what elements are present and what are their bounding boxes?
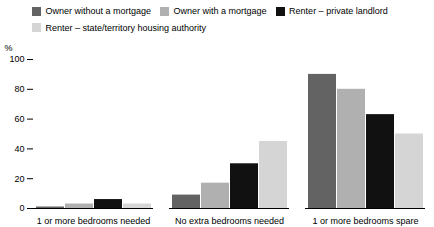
svg-text:%: % [5, 42, 13, 52]
html-text:Owner without a mortgage: Owner without a mortgage [45, 6, 152, 17]
svg-text:0: 0 [19, 203, 24, 213]
html-text:Owner with a mortgage: Owner with a mortgage [173, 6, 267, 17]
svg-text:1 or more bedrooms needed: 1 or more bedrooms needed [37, 215, 151, 225]
html-text:Renter – private landlord: Renter – private landlord [289, 6, 388, 17]
svg-text:1 or more bedrooms spare: 1 or more bedrooms spare [312, 215, 418, 225]
svg-text:100: 100 [9, 54, 24, 64]
svg-text:60: 60 [14, 113, 24, 123]
svg-text:40: 40 [14, 143, 24, 153]
html-text:Renter – state/territory housi: Renter – state/territory housing authori… [45, 22, 207, 33]
svg-text:No extra bedrooms needed: No extra bedrooms needed [175, 215, 284, 225]
svg-text:80: 80 [14, 84, 24, 94]
svg-text:20: 20 [14, 173, 24, 183]
